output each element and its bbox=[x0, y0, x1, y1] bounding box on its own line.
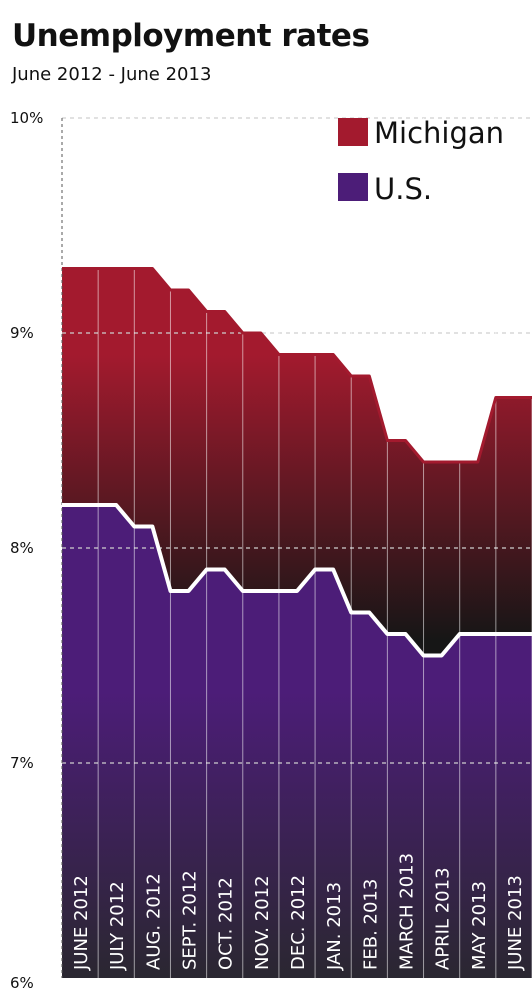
legend-swatch-us bbox=[338, 173, 368, 201]
x-tick-label: DEC. 2012 bbox=[288, 875, 309, 970]
chart-subtitle: June 2012 - June 2013 bbox=[12, 64, 212, 85]
y-tick-label: 10% bbox=[10, 109, 43, 127]
legend-swatch-michigan bbox=[338, 118, 368, 146]
y-tick-label: 6% bbox=[10, 974, 34, 992]
x-tick-label: AUG. 2012 bbox=[143, 873, 164, 970]
legend-label-us: U.S. bbox=[374, 172, 432, 206]
x-tick-label: NOV. 2012 bbox=[252, 875, 273, 970]
line-us bbox=[62, 503, 532, 658]
x-tick-label: FEB. 2013 bbox=[360, 879, 381, 970]
x-tick-label: MAY 2013 bbox=[469, 881, 490, 970]
x-tick-label: APRIL 2013 bbox=[433, 867, 454, 970]
y-tick-label: 9% bbox=[10, 324, 34, 342]
x-tick-label: JAN. 2013 bbox=[324, 882, 345, 971]
area-us bbox=[62, 505, 532, 978]
x-tick-label: JUNE 2013 bbox=[505, 875, 526, 971]
x-tick-label: MARCH 2013 bbox=[397, 853, 418, 970]
chart-title: Unemployment rates bbox=[12, 18, 370, 54]
y-tick-label: 7% bbox=[10, 754, 34, 772]
line-michigan bbox=[62, 267, 532, 464]
x-tick-label: SEPT. 2012 bbox=[180, 870, 201, 970]
y-tick-label: 8% bbox=[10, 539, 34, 557]
x-tick-label: JUNE 2012 bbox=[71, 875, 92, 971]
legend-label-michigan: Michigan bbox=[374, 116, 504, 150]
x-tick-label: JULY 2012 bbox=[107, 881, 128, 971]
x-tick-label: OCT. 2012 bbox=[216, 877, 237, 970]
